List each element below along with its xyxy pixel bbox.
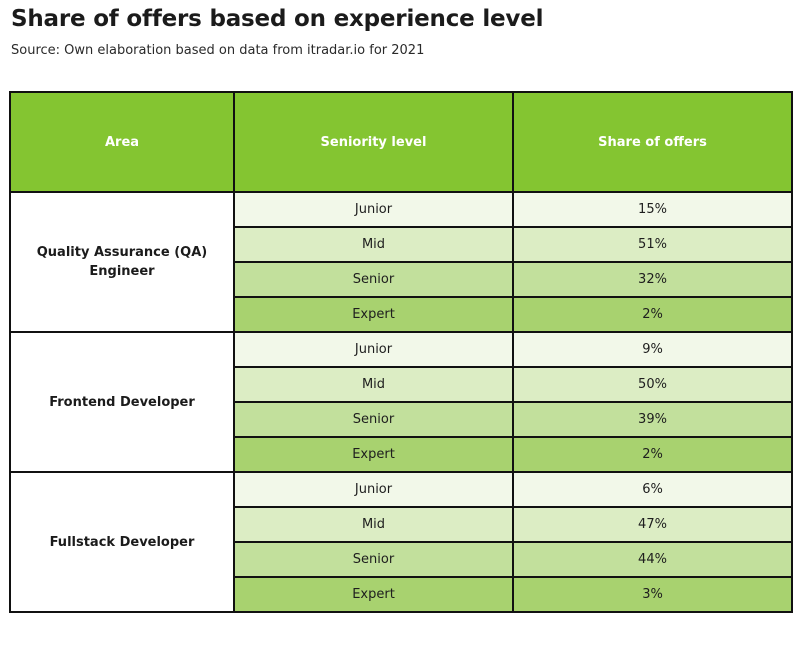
table-row: Mid 51% [10,226,793,263]
share-of-offers-cell: 44% [512,541,793,578]
table-row: Frontend Developer Junior 9% [9,331,793,473]
share-of-offers-cell: 51% [512,226,793,263]
header-area: Area [9,91,235,193]
seniority-level-cell: Mid [233,366,514,403]
share-of-offers-cell: 2% [512,436,793,473]
seniority-level-cell: Junior [233,331,514,368]
seniority-level-cell: Mid [233,226,514,263]
area-cell: Quality Assurance (QA) Engineer [9,191,235,333]
table-row: Fullstack Developer Junior 6% [9,471,793,613]
share-of-offers-cell: 47% [512,506,793,543]
header-share-of-offers: Share of offers [512,91,793,193]
table-row: Senior 32% [10,261,793,298]
chart-title: Share of offers based on experience leve… [11,6,544,32]
seniority-level-cell: Expert [233,296,514,333]
seniority-level-cell: Senior [233,261,514,298]
share-of-offers-cell: 39% [512,401,793,438]
seniority-level-cell: Mid [233,506,514,543]
table-row: Senior 44% [10,541,793,578]
area-cell: Fullstack Developer [9,471,235,613]
table-row: Senior 39% [10,401,793,438]
table-body: Quality Assurance (QA) Engineer Junior 15%… [9,191,793,613]
header-seniority-level: Seniority level [233,91,514,193]
seniority-level-cell: Junior [233,471,514,508]
share-of-offers-cell: 15% [512,191,793,228]
header-row: Area Seniority level Share of offers [9,91,793,193]
table-row: Mid 47% [10,506,793,543]
share-of-offers-cell: 32% [512,261,793,298]
area-cell: Frontend Developer [9,331,235,473]
seniority-level-cell: Junior [233,191,514,228]
share-of-offers-cell: 6% [512,471,793,508]
seniority-level-cell: Senior [233,401,514,438]
share-of-offers-cell: 2% [512,296,793,333]
table-row: Expert 3% [10,576,793,613]
seniority-level-cell: Senior [233,541,514,578]
table-row: Quality Assurance (QA) Engineer Junior 15% [9,191,793,333]
share-of-offers-cell: 9% [512,331,793,368]
share-of-offers-cell: 50% [512,366,793,403]
seniority-level-cell: Expert [233,576,514,613]
offers-table: Area Seniority level Share of offers Qua… [9,91,793,613]
table-row: Expert 2% [10,296,793,333]
chart-subtitle: Source: Own elaboration based on data fr… [11,43,425,58]
share-of-offers-cell: 3% [512,576,793,613]
table-row: Mid 50% [10,366,793,403]
seniority-level-cell: Expert [233,436,514,473]
table-row: Expert 2% [10,436,793,473]
